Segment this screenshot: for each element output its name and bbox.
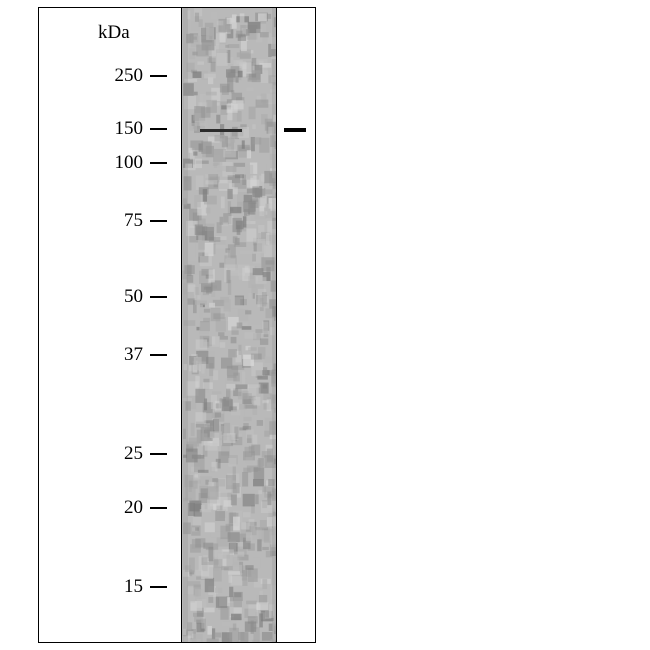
detected-protein-band bbox=[200, 129, 242, 132]
band-pointer-marker bbox=[284, 128, 306, 132]
mw-tick-15 bbox=[150, 586, 167, 588]
mw-tick-250 bbox=[150, 75, 167, 77]
mw-tick-75 bbox=[150, 220, 167, 222]
unit-label-kda: kDa bbox=[98, 22, 130, 44]
blot-lane bbox=[181, 7, 277, 643]
mw-label-75: 75 bbox=[103, 210, 143, 232]
mw-label-50: 50 bbox=[103, 286, 143, 308]
mw-label-20: 20 bbox=[103, 497, 143, 519]
lane-membrane-texture bbox=[182, 8, 277, 643]
mw-tick-100 bbox=[150, 162, 167, 164]
mw-tick-25 bbox=[150, 453, 167, 455]
mw-tick-150 bbox=[150, 128, 167, 130]
mw-label-25: 25 bbox=[103, 443, 143, 465]
mw-label-100: 100 bbox=[103, 152, 143, 174]
mw-tick-37 bbox=[150, 354, 167, 356]
mw-label-150: 150 bbox=[103, 118, 143, 140]
mw-tick-50 bbox=[150, 296, 167, 298]
mw-tick-20 bbox=[150, 507, 167, 509]
mw-label-37: 37 bbox=[103, 344, 143, 366]
mw-label-250: 250 bbox=[103, 65, 143, 87]
mw-label-15: 15 bbox=[103, 576, 143, 598]
